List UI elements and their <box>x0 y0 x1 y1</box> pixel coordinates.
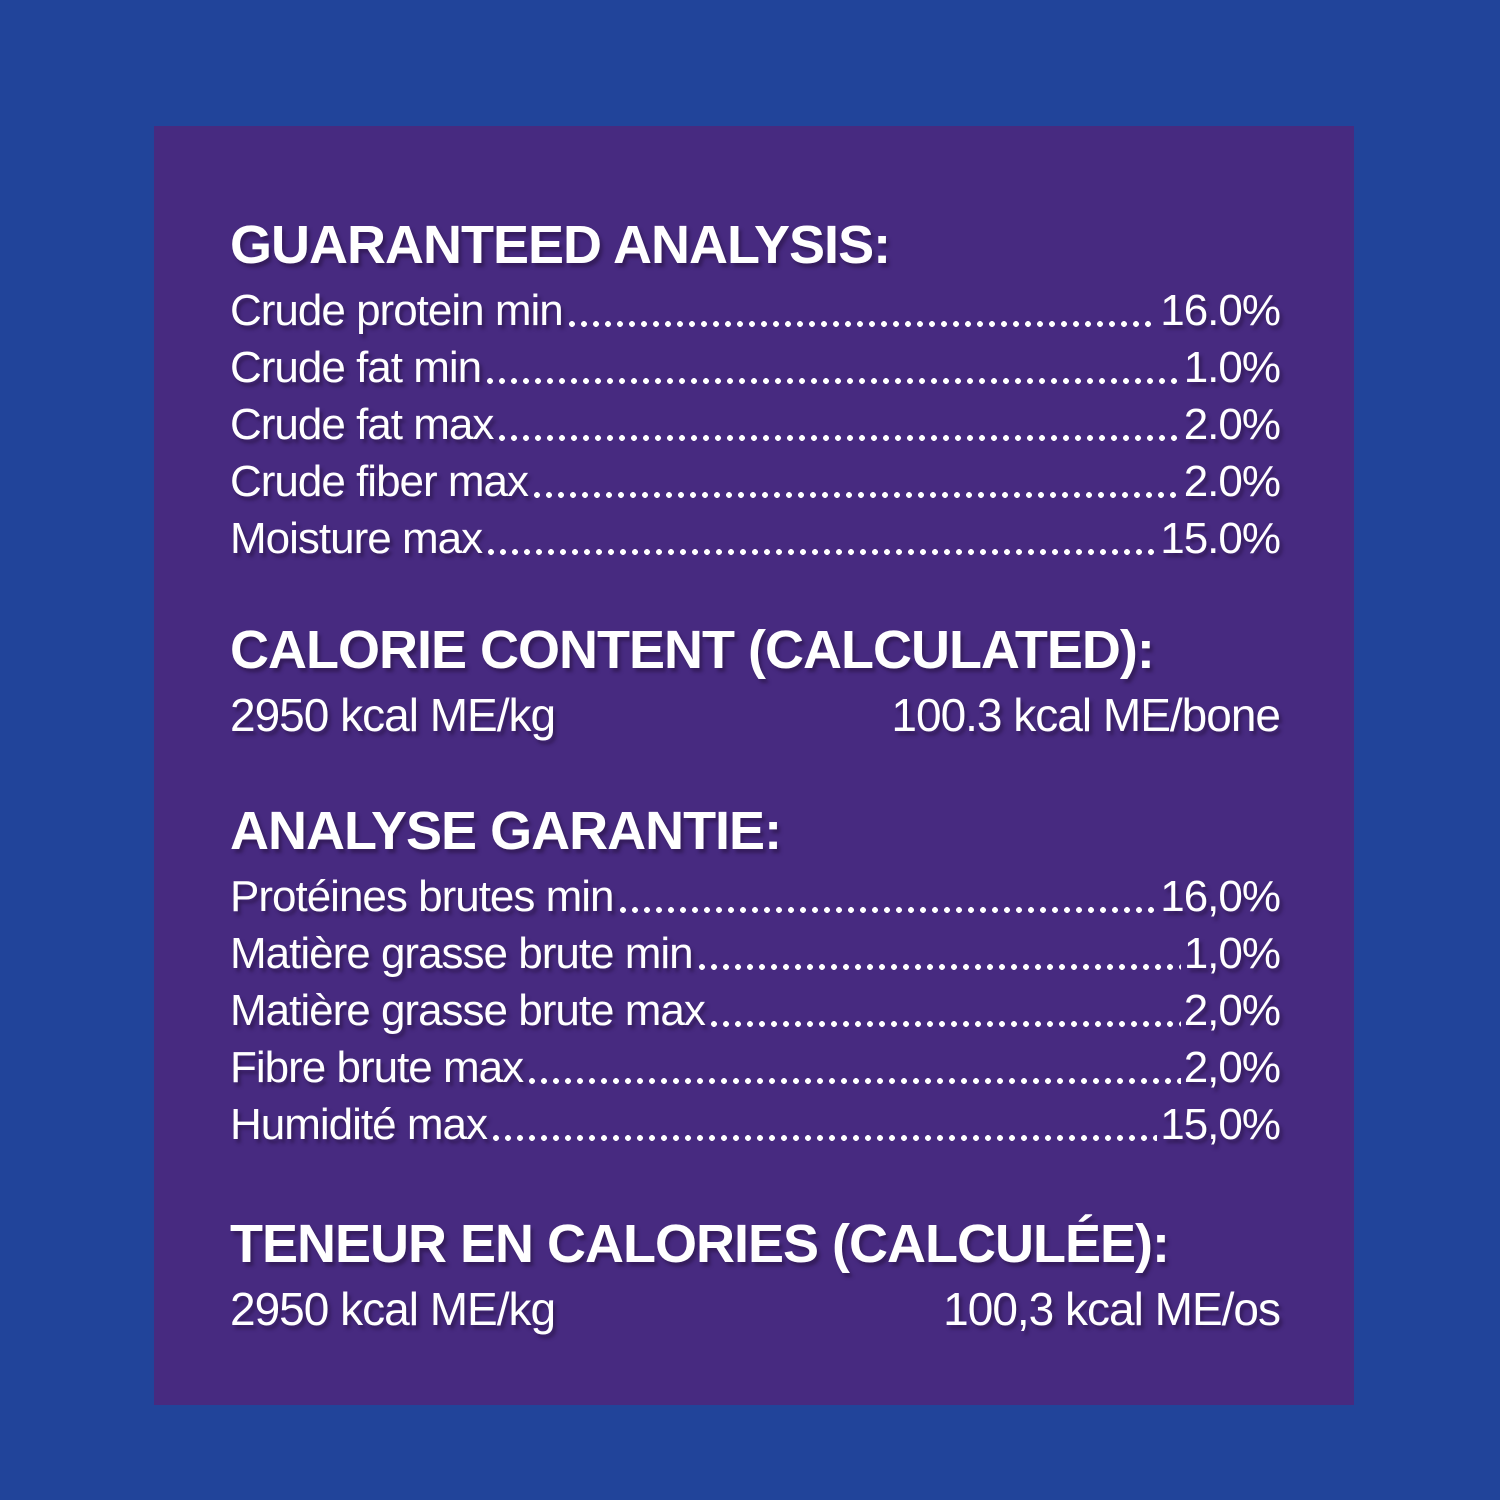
row-label: Matière grasse brute max <box>230 986 706 1035</box>
analysis-row: Matière grasse brute max 2,0% <box>230 982 1281 1039</box>
row-value: 2,0% <box>1183 986 1281 1035</box>
row-value: 2.0% <box>1183 400 1281 449</box>
dot-leader <box>489 1135 1158 1141</box>
row-label: Humidité max <box>230 1100 488 1149</box>
row-label: Crude fiber max <box>230 457 529 506</box>
row-label: Crude fat min <box>230 343 482 392</box>
section-guaranteed-analysis: GUARANTEED ANALYSIS: Crude protein min 1… <box>230 214 1281 567</box>
dot-leader <box>695 964 1181 970</box>
dot-leader <box>531 492 1181 498</box>
dot-leader <box>484 378 1181 384</box>
row-value: 15.0% <box>1160 514 1281 563</box>
analysis-row: Crude fat max 2.0% <box>230 396 1281 453</box>
teneur-en-calories-heading: TENEUR EN CALORIES (CALCULÉE): <box>230 1214 1170 1274</box>
kcal-per-bone: 100.3 kcal ME/bone <box>891 689 1281 741</box>
dot-leader <box>707 1021 1181 1027</box>
row-value: 16.0% <box>1160 286 1281 335</box>
dot-leader <box>526 1078 1181 1084</box>
analysis-row: Fibre brute max 2,0% <box>230 1039 1281 1096</box>
guaranteed-analysis-heading: GUARANTEED ANALYSIS: <box>230 215 891 275</box>
analysis-row: Moisture max 15.0% <box>230 510 1281 567</box>
teneur-en-calories-values: 2950 kcal ME/kg 100,3 kcal ME/os <box>230 1281 1281 1338</box>
row-value: 16,0% <box>1160 872 1281 921</box>
row-value: 15,0% <box>1160 1100 1281 1149</box>
dot-leader <box>565 321 1158 327</box>
guaranteed-analysis-rows: Crude protein min 16.0% Crude fat min 1.… <box>230 282 1281 567</box>
section-analyse-garantie: ANALYSE GARANTIE: Protéines brutes min 1… <box>230 800 1281 1153</box>
analyse-garantie-heading: ANALYSE GARANTIE: <box>230 801 782 861</box>
analyse-garantie-rows: Protéines brutes min 16,0% Matière grass… <box>230 868 1281 1153</box>
row-value: 1.0% <box>1183 343 1281 392</box>
analysis-row: Protéines brutes min 16,0% <box>230 868 1281 925</box>
analysis-row: Crude protein min 16.0% <box>230 282 1281 339</box>
row-label: Crude protein min <box>230 286 564 335</box>
kcal-per-os: 100,3 kcal ME/os <box>943 1283 1281 1335</box>
row-value: 2,0% <box>1183 1043 1281 1092</box>
kcal-per-kg-fr: 2950 kcal ME/kg <box>230 1283 556 1335</box>
row-label: Protéines brutes min <box>230 872 615 921</box>
row-label: Fibre brute max <box>230 1043 524 1092</box>
calorie-content-heading: CALORIE CONTENT (CALCULATED): <box>230 620 1155 680</box>
analysis-row: Humidité max 15,0% <box>230 1096 1281 1153</box>
dot-leader <box>485 549 1158 555</box>
nutrition-panel: GUARANTEED ANALYSIS: Crude protein min 1… <box>154 126 1354 1405</box>
analysis-row: Crude fiber max 2.0% <box>230 453 1281 510</box>
row-label: Moisture max <box>230 514 483 563</box>
analysis-row: Matière grasse brute min 1,0% <box>230 925 1281 982</box>
section-calorie-content: CALORIE CONTENT (CALCULATED): 2950 kcal … <box>230 619 1281 744</box>
calorie-content-values: 2950 kcal ME/kg 100.3 kcal ME/bone <box>230 687 1281 744</box>
row-value: 2.0% <box>1183 457 1281 506</box>
dot-leader <box>616 907 1158 913</box>
kcal-per-kg: 2950 kcal ME/kg <box>230 689 556 741</box>
section-teneur-en-calories: TENEUR EN CALORIES (CALCULÉE): 2950 kcal… <box>230 1213 1281 1338</box>
row-label: Crude fat max <box>230 400 494 449</box>
row-value: 1,0% <box>1183 929 1281 978</box>
row-label: Matière grasse brute min <box>230 929 694 978</box>
analysis-row: Crude fat min 1.0% <box>230 339 1281 396</box>
dot-leader <box>496 435 1181 441</box>
